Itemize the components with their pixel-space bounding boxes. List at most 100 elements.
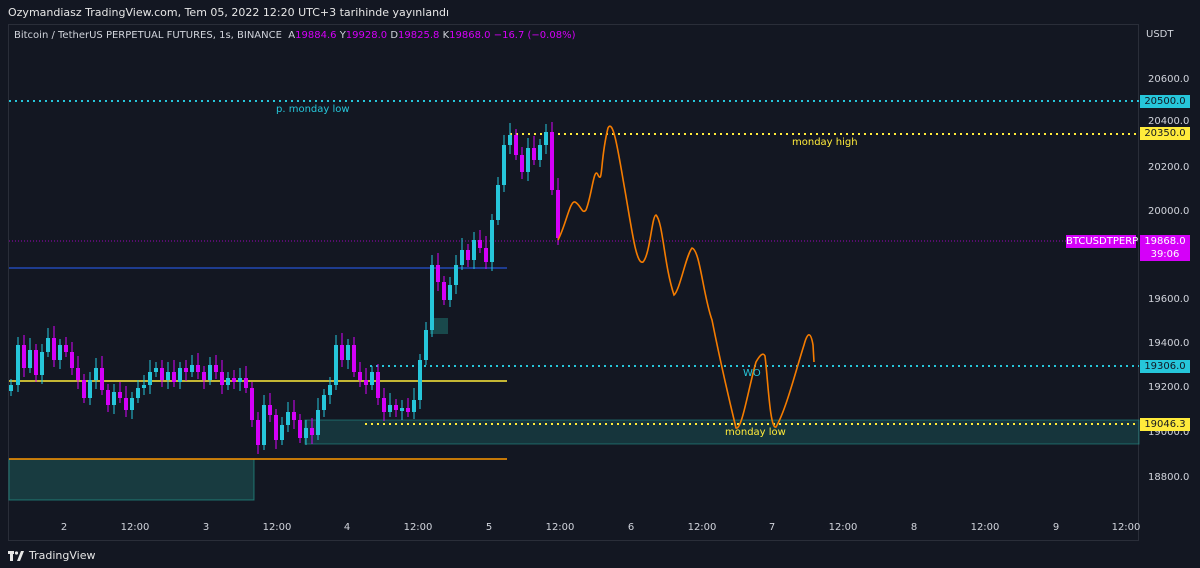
chart-pane[interactable] — [8, 24, 1139, 541]
candle-body — [466, 250, 470, 260]
candle-body — [370, 372, 374, 385]
price-tick: 20000.0 — [1148, 206, 1190, 217]
candle-body — [262, 405, 266, 445]
candle-body — [130, 398, 134, 410]
candle-body — [424, 330, 428, 360]
current-price: 19868.0 — [1144, 236, 1186, 247]
candle-body — [244, 378, 248, 388]
candle-body — [196, 365, 200, 372]
high-value: 19928.0 — [345, 30, 388, 41]
candle-body — [334, 345, 338, 385]
price-tick: 20600.0 — [1148, 74, 1190, 85]
candle-body — [436, 265, 440, 282]
time-tick: 5 — [485, 522, 493, 533]
candle-body — [532, 148, 536, 160]
candle-body — [376, 372, 380, 398]
candle-body — [490, 220, 494, 262]
candle-body — [346, 345, 350, 360]
candle-body — [76, 368, 80, 380]
candle-body — [256, 420, 260, 445]
time-tick: 9 — [1052, 522, 1060, 533]
candle-body — [268, 405, 272, 415]
symbol-title[interactable]: Bitcoin / TetherUS PERPETUAL FUTURES, 1s… — [14, 30, 282, 41]
candle-body — [358, 372, 362, 380]
time-tick: 3 — [202, 522, 210, 533]
candle-body — [478, 240, 482, 248]
candle-body — [160, 368, 164, 380]
candle-body — [460, 250, 464, 265]
candle-body — [82, 380, 86, 398]
candle-body — [538, 145, 542, 160]
candle-body — [124, 398, 128, 410]
candle-body — [148, 372, 152, 385]
candle-body — [214, 365, 218, 372]
candle-body — [304, 428, 308, 438]
candle-body — [274, 415, 278, 440]
demand-zone-left — [8, 458, 255, 501]
candle-body — [556, 190, 560, 238]
brand-name: TradingView — [29, 549, 96, 562]
currency-label: USDT — [1146, 29, 1174, 40]
candle-body — [388, 405, 392, 412]
candle-body — [70, 352, 74, 368]
candle-body — [190, 365, 194, 372]
price-tick: 19000.0 — [1148, 427, 1190, 438]
level-19306-price-tag: 19306.0 — [1140, 360, 1190, 373]
candle-body — [310, 428, 314, 435]
candle-body — [64, 345, 68, 352]
candle-body — [394, 405, 398, 410]
tradingview-logo-icon — [8, 550, 24, 561]
p-monday-low-label: p. monday low — [276, 104, 350, 115]
candle-body — [322, 395, 326, 410]
candle-body — [442, 282, 446, 300]
candlestick-series — [9, 122, 560, 454]
publish-info: Ozymandiasz TradingView.com, Tem 05, 202… — [8, 6, 450, 19]
candle-body — [112, 392, 116, 405]
candle-body — [328, 385, 332, 395]
projected-path[interactable] — [557, 125, 815, 429]
price-tick: 19600.0 — [1148, 294, 1190, 305]
candle-body — [106, 390, 110, 405]
candle-body — [94, 368, 98, 380]
price-tick: 20200.0 — [1148, 162, 1190, 173]
small-zone — [430, 318, 448, 334]
candle-body — [472, 240, 476, 260]
time-tick: 8 — [910, 522, 918, 533]
candle-body — [364, 380, 368, 385]
monday-high-label: monday high — [792, 137, 858, 148]
time-tick: 12:00 — [262, 522, 292, 533]
monday-low-label: monday low — [725, 427, 786, 438]
symbol-price-tag: BTCUSDTPERP — [1066, 235, 1139, 248]
candle-body — [226, 378, 230, 385]
current-price-tag: 19868.0 39:06 — [1140, 235, 1190, 261]
candle-body — [418, 360, 422, 400]
candle-body — [118, 392, 122, 398]
wo-label: WO — [743, 368, 761, 379]
price-tick: 20400.0 — [1148, 116, 1190, 127]
candle-body — [16, 345, 20, 385]
candle-body — [208, 365, 212, 380]
candle-body — [46, 338, 50, 352]
candle-body — [520, 155, 524, 172]
time-tick: 12:00 — [828, 522, 858, 533]
candle-body — [352, 345, 356, 372]
p-monday-low-price-tag: 20500.0 — [1140, 95, 1190, 108]
candle-body — [496, 185, 500, 220]
candle-body — [526, 148, 530, 172]
time-tick: 4 — [343, 522, 351, 533]
candle-body — [280, 425, 284, 440]
candle-body — [406, 408, 410, 412]
symbol-legend: Bitcoin / TetherUS PERPETUAL FUTURES, 1s… — [14, 30, 576, 41]
candle-body — [448, 285, 452, 300]
time-tick: 12:00 — [120, 522, 150, 533]
time-tick: 12:00 — [545, 522, 575, 533]
time-tick: 12:00 — [687, 522, 717, 533]
monday-low-price-tag: 19046.3 — [1140, 418, 1190, 431]
close-value: 19868.0 — [449, 30, 491, 41]
low-value: 19825.8 — [398, 30, 440, 41]
candle-body — [550, 132, 554, 190]
candle-body — [508, 135, 512, 145]
candle-body — [544, 132, 548, 145]
tradingview-brand[interactable]: TradingView — [8, 549, 95, 562]
